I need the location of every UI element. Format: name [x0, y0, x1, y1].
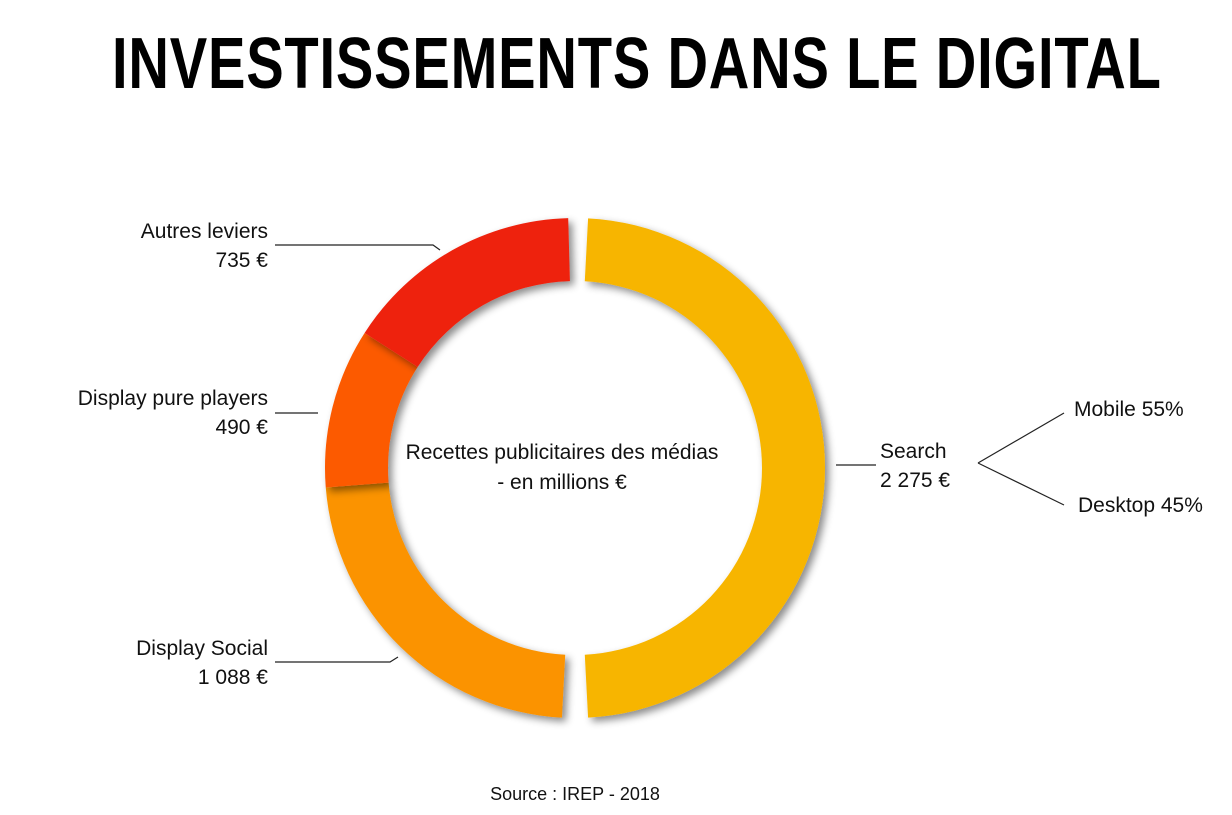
- label-autres-leviers-name: Autres leviers: [140, 220, 268, 243]
- source-note: Source : IREP - 2018: [490, 784, 660, 804]
- label-mobile: Mobile 55%: [1074, 398, 1184, 421]
- label-display-pure-players: Display pure players 490 €: [78, 384, 268, 442]
- slice-search: [584, 218, 826, 718]
- slice-display-social: [325, 482, 566, 718]
- label-display-social: Display Social 1 088 €: [136, 634, 268, 692]
- label-search: Search 2 275 €: [880, 437, 950, 495]
- leader-line-desktop: [977, 462, 1065, 506]
- slice-autres-leviers: [364, 218, 570, 367]
- label-display-social-name: Display Social: [136, 637, 268, 660]
- label-display-social-value: 1 088 €: [197, 666, 268, 689]
- leader-lines: [275, 244, 1065, 663]
- leader-line-mobile: [977, 412, 1065, 464]
- leader-line-display-social: [275, 656, 399, 663]
- label-display-pure-players-name: Display pure players: [77, 387, 268, 410]
- donut-slices: [325, 218, 826, 718]
- label-autres-leviers-value: 735 €: [215, 249, 268, 272]
- leader-line-autres: [275, 244, 441, 251]
- center-label: Recettes publicitaires des médias - en m…: [405, 441, 719, 494]
- label-search-name: Search: [880, 440, 947, 463]
- slice-display-pure-players: [325, 332, 418, 488]
- label-autres-leviers: Autres leviers 735 €: [141, 217, 268, 275]
- label-display-pure-players-value: 490 €: [215, 416, 268, 439]
- label-search-value: 2 275 €: [880, 469, 951, 492]
- label-desktop: Desktop 45%: [1078, 494, 1203, 517]
